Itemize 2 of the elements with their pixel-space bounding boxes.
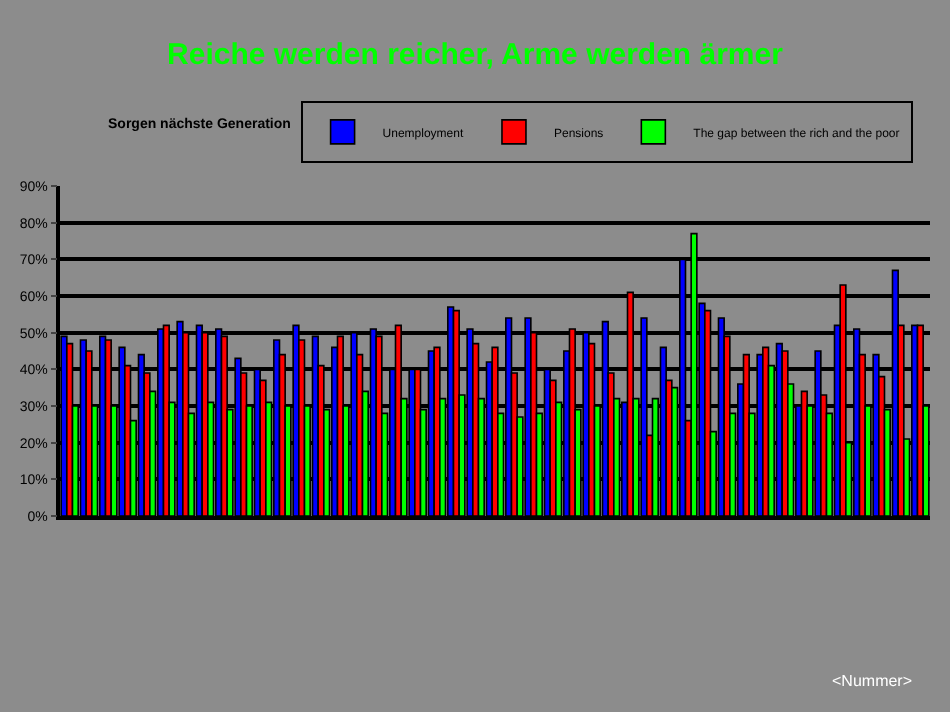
text: <Nummer>	[832, 672, 913, 690]
chart-title: Reiche werden reicher, Arme werden ärmer	[167, 37, 784, 72]
